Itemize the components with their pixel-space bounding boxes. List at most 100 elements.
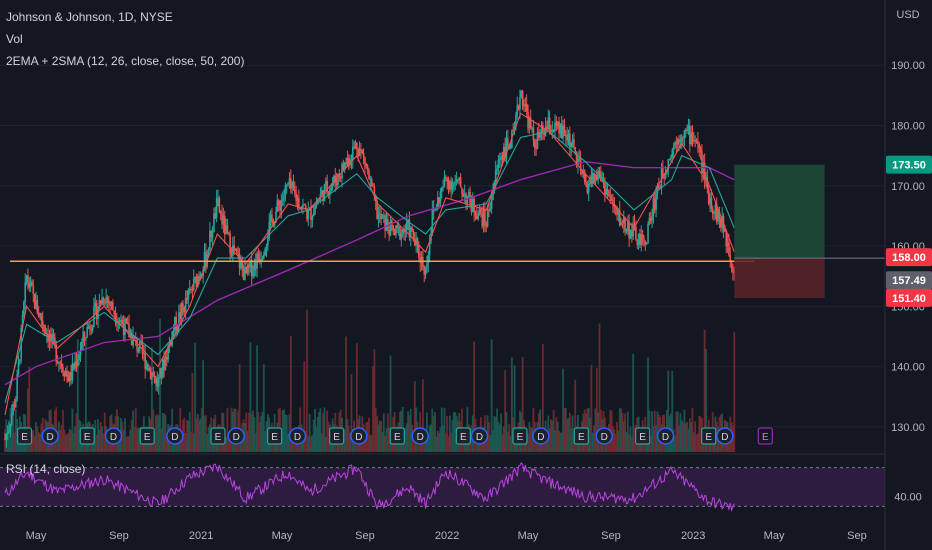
candle-body [19, 359, 21, 362]
volume-bar [567, 417, 570, 452]
volume-bar [10, 424, 13, 452]
candle-body [524, 103, 527, 106]
chart-title: Johnson & Johnson, 1D, NYSE [6, 10, 173, 24]
volume-bar [202, 360, 205, 452]
candle-body [435, 208, 438, 210]
candle-body [136, 338, 138, 351]
candle-body [365, 163, 368, 167]
volume-bar [532, 408, 535, 452]
volume-legend[interactable]: Vol [6, 32, 23, 46]
volume-bar [327, 421, 330, 452]
candle-body [113, 310, 115, 315]
volume-bar [66, 433, 68, 452]
candle-body [389, 220, 392, 236]
volume-bar [70, 430, 72, 452]
candle-body [494, 170, 497, 182]
candle-body [586, 183, 589, 193]
volume-bar [453, 412, 455, 452]
candle-body [10, 413, 13, 425]
volume-bar [260, 415, 263, 452]
candle-body [409, 227, 412, 238]
candle-body [252, 270, 254, 277]
volume-bar [431, 408, 434, 452]
volume-bar [443, 408, 446, 452]
candle-body [161, 359, 164, 377]
dividend-marker [595, 427, 613, 445]
candle-body [458, 177, 461, 180]
candle-body [366, 166, 369, 171]
candle-body [102, 297, 105, 303]
candle-body [691, 132, 694, 142]
candle-body [191, 288, 194, 290]
volume-bar [624, 413, 627, 452]
candle-body [275, 211, 277, 222]
candle-body [633, 223, 636, 227]
candle-body [35, 299, 37, 309]
price-tag-158.00 [886, 248, 932, 267]
volume-bar [63, 429, 66, 452]
candle-body [558, 121, 560, 134]
candle-body [148, 368, 151, 371]
volume-bar [633, 426, 636, 452]
candle-body [108, 300, 110, 304]
volume-bar [675, 411, 678, 452]
event-label: D [294, 432, 301, 443]
candle-body [16, 374, 18, 400]
x-tick-label: May [518, 530, 539, 542]
candle-body [694, 140, 697, 142]
event-label: D [233, 432, 240, 443]
volume-bar [209, 424, 211, 452]
candle-body [172, 330, 175, 332]
candle-body [236, 248, 238, 254]
candle-body [9, 424, 12, 429]
volume-bar [439, 427, 442, 452]
volume-bar [155, 415, 157, 452]
volume-bar [376, 416, 378, 452]
candle-body [543, 131, 546, 136]
volume-bar [593, 425, 596, 452]
volume-bar [157, 415, 160, 452]
volume-bar [186, 420, 188, 452]
candle-body [347, 158, 350, 165]
candle-body [544, 126, 547, 136]
volume-bar [304, 430, 307, 452]
price-tag-157.49 [886, 271, 932, 290]
volume-bar [254, 432, 257, 452]
candle-body [628, 221, 630, 239]
volume-bar [102, 433, 105, 452]
volume-bar [95, 435, 98, 452]
volume-bar [191, 372, 194, 452]
candle-body [140, 341, 142, 344]
candle-body [167, 345, 169, 360]
candle-body [666, 170, 668, 174]
x-tick-label: Sep [355, 530, 375, 542]
candle-body [679, 141, 682, 143]
volume-bar [12, 407, 14, 452]
volume-bar [505, 411, 508, 452]
candle-body [279, 204, 281, 211]
event-label: D [537, 432, 544, 443]
price-tag-label: 151.40 [892, 293, 926, 305]
candle-body [320, 190, 323, 194]
candle-body [36, 299, 39, 314]
candle-body [447, 181, 450, 190]
volume-bar [407, 411, 409, 452]
volume-bar [686, 421, 689, 452]
volume-bar [192, 433, 195, 452]
candle-body [481, 213, 484, 226]
candle-body [554, 122, 556, 132]
candle-body [289, 178, 292, 189]
candles [4, 89, 736, 448]
volume-bar [258, 422, 261, 452]
volume-bar [679, 413, 682, 452]
event-label: E [394, 432, 401, 443]
candle-body [605, 188, 608, 195]
indicator-legend[interactable]: 2EMA + 2SMA (12, 26, close, close, 50, 2… [6, 54, 245, 68]
rsi-legend[interactable]: RSI (14, close) [6, 462, 86, 476]
volume-bar [447, 436, 450, 452]
volume-bar [555, 416, 558, 452]
volume-bar [76, 339, 79, 452]
candle-body [431, 208, 434, 233]
